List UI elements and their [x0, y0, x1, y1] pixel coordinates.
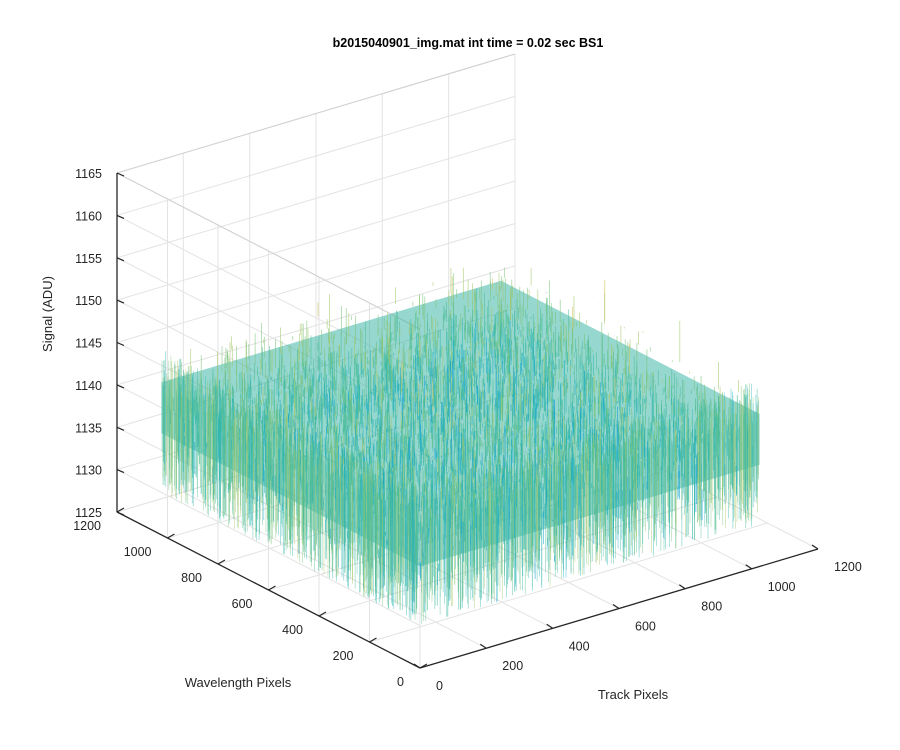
chart-title: b2015040901_img.mat int time = 0.02 sec …	[333, 36, 604, 50]
grid-line	[369, 522, 768, 643]
box-edge	[116, 172, 421, 330]
box-edge	[116, 53, 516, 174]
surface-mesh	[161, 267, 760, 624]
